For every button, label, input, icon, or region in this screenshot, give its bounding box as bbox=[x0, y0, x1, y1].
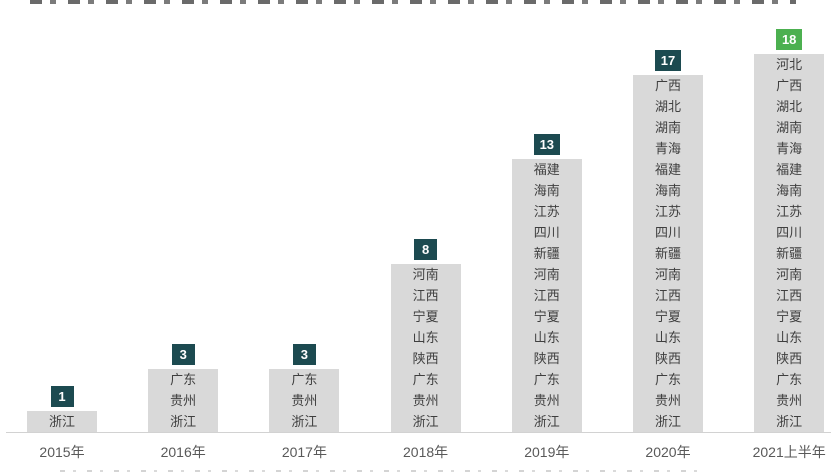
province-label: 四川 bbox=[776, 225, 803, 240]
bar-column: 3 广东贵州浙江 bbox=[269, 344, 340, 432]
province-label: 浙江 bbox=[291, 414, 318, 429]
province-label: 山东 bbox=[654, 330, 681, 345]
province-label: 湖北 bbox=[776, 99, 803, 114]
province-label: 贵州 bbox=[412, 393, 439, 408]
province-label: 山东 bbox=[412, 330, 439, 345]
province-label: 宁夏 bbox=[412, 309, 439, 324]
province-label: 贵州 bbox=[654, 393, 681, 408]
bar-column: 13 福建海南江苏四川新疆河南江西宁夏山东陕西广东贵州浙江 bbox=[511, 134, 582, 432]
province-label: 海南 bbox=[654, 183, 681, 198]
province-label: 广东 bbox=[412, 372, 439, 387]
province-label: 新疆 bbox=[654, 246, 681, 261]
bar: 河北广西湖北湖南青海福建海南江苏四川新疆河南江西宁夏山东陕西广东贵州浙江 bbox=[754, 54, 825, 432]
province-label: 四川 bbox=[533, 225, 560, 240]
count-badge: 17 bbox=[654, 50, 682, 71]
bar-column: 1 浙江 bbox=[27, 386, 97, 432]
province-label: 江苏 bbox=[654, 204, 681, 219]
province-label: 四川 bbox=[654, 225, 681, 240]
bar: 广东 贵州 浙江 bbox=[269, 369, 340, 432]
count-badge: 3 bbox=[292, 344, 316, 365]
province-label: 山东 bbox=[776, 330, 803, 345]
province-label: 江西 bbox=[533, 288, 560, 303]
count-badge: 8 bbox=[414, 239, 438, 260]
province-label: 河南 bbox=[533, 267, 560, 282]
province-label: 广西 bbox=[776, 78, 803, 93]
bar-column: 8 河南江西宁夏山东陕西广东贵州浙江 bbox=[390, 239, 461, 432]
province-label: 浙江 bbox=[412, 414, 439, 429]
province-label: 贵州 bbox=[533, 393, 560, 408]
bar: 浙江 bbox=[27, 411, 97, 432]
count-badge: 13 bbox=[533, 134, 561, 155]
bar-column: 17 广西湖北湖南青海福建海南江苏四川新疆河南江西宁夏山东陕西广东贵州浙江 bbox=[633, 50, 703, 432]
x-axis-label: 2021上半年 bbox=[752, 444, 826, 460]
count-badge: 18 bbox=[775, 29, 803, 50]
province-label: 广东 bbox=[291, 372, 318, 387]
province-label: 贵州 bbox=[291, 393, 318, 408]
province-label: 陕西 bbox=[533, 351, 560, 366]
province-label: 河北 bbox=[776, 57, 803, 72]
province-label: 河南 bbox=[776, 267, 803, 282]
province-label: 江苏 bbox=[776, 204, 803, 219]
count-badge: 3 bbox=[171, 344, 195, 365]
province-label: 河南 bbox=[654, 267, 681, 282]
x-axis-label: 2017年 bbox=[281, 444, 327, 460]
province-label: 广东 bbox=[170, 372, 197, 387]
province-label: 江西 bbox=[412, 288, 439, 303]
province-label: 陕西 bbox=[412, 351, 439, 366]
province-label: 湖南 bbox=[776, 120, 803, 135]
province-label: 浙江 bbox=[170, 414, 197, 429]
province-label: 陕西 bbox=[776, 351, 803, 366]
clipped-title-fragment bbox=[30, 0, 796, 4]
province-label: 宁夏 bbox=[533, 309, 560, 324]
province-label: 广东 bbox=[533, 372, 560, 387]
province-label: 青海 bbox=[776, 141, 803, 156]
province-label: 青海 bbox=[654, 141, 681, 156]
clipped-footnote-fragment bbox=[60, 470, 700, 472]
province-label: 江西 bbox=[776, 288, 803, 303]
province-label: 贵州 bbox=[776, 393, 803, 408]
province-label: 陕西 bbox=[654, 351, 681, 366]
bar-column: 18 河北广西湖北湖南青海福建海南江苏四川新疆河南江西宁夏山东陕西广东贵州浙江 bbox=[754, 29, 825, 432]
province-label: 宁夏 bbox=[776, 309, 803, 324]
province-label: 浙江 bbox=[48, 414, 75, 429]
province-label: 江苏 bbox=[533, 204, 560, 219]
x-axis-label: 2015年 bbox=[39, 444, 85, 460]
bar: 福建海南江苏四川新疆河南江西宁夏山东陕西广东贵州浙江 bbox=[511, 159, 582, 432]
province-label: 浙江 bbox=[776, 414, 803, 429]
count-badge: 1 bbox=[50, 386, 74, 407]
province-label: 新疆 bbox=[776, 246, 803, 261]
x-axis-label: 2019年 bbox=[524, 444, 570, 460]
province-label: 湖南 bbox=[654, 120, 681, 135]
province-label: 广西 bbox=[654, 78, 681, 93]
province-label: 海南 bbox=[776, 183, 803, 198]
province-label: 宁夏 bbox=[654, 309, 681, 324]
bar: 河南江西宁夏山东陕西广东贵州浙江 bbox=[390, 264, 461, 432]
province-label: 江西 bbox=[654, 288, 681, 303]
province-label: 福建 bbox=[776, 162, 803, 177]
province-label: 湖北 bbox=[654, 99, 681, 114]
x-axis-label: 2018年 bbox=[403, 444, 449, 460]
province-label: 广东 bbox=[776, 372, 803, 387]
x-axis-line bbox=[6, 432, 831, 433]
province-label: 海南 bbox=[533, 183, 560, 198]
x-axis-label: 2016年 bbox=[160, 444, 206, 460]
bar-column: 3 广东贵州浙江 bbox=[148, 344, 219, 432]
province-label: 福建 bbox=[654, 162, 681, 177]
province-label: 新疆 bbox=[533, 246, 560, 261]
province-label: 浙江 bbox=[533, 414, 560, 429]
bar: 广西湖北湖南青海福建海南江苏四川新疆河南江西宁夏山东陕西广东贵州浙江 bbox=[633, 75, 703, 432]
x-axis-label: 2020年 bbox=[645, 444, 691, 460]
province-label: 河南 bbox=[412, 267, 439, 282]
province-label: 广东 bbox=[654, 372, 681, 387]
province-label: 贵州 bbox=[170, 393, 197, 408]
bar: 广东 贵州 浙江 bbox=[148, 369, 219, 432]
province-label: 山东 bbox=[533, 330, 560, 345]
province-label: 浙江 bbox=[654, 414, 681, 429]
province-label: 福建 bbox=[533, 162, 560, 177]
